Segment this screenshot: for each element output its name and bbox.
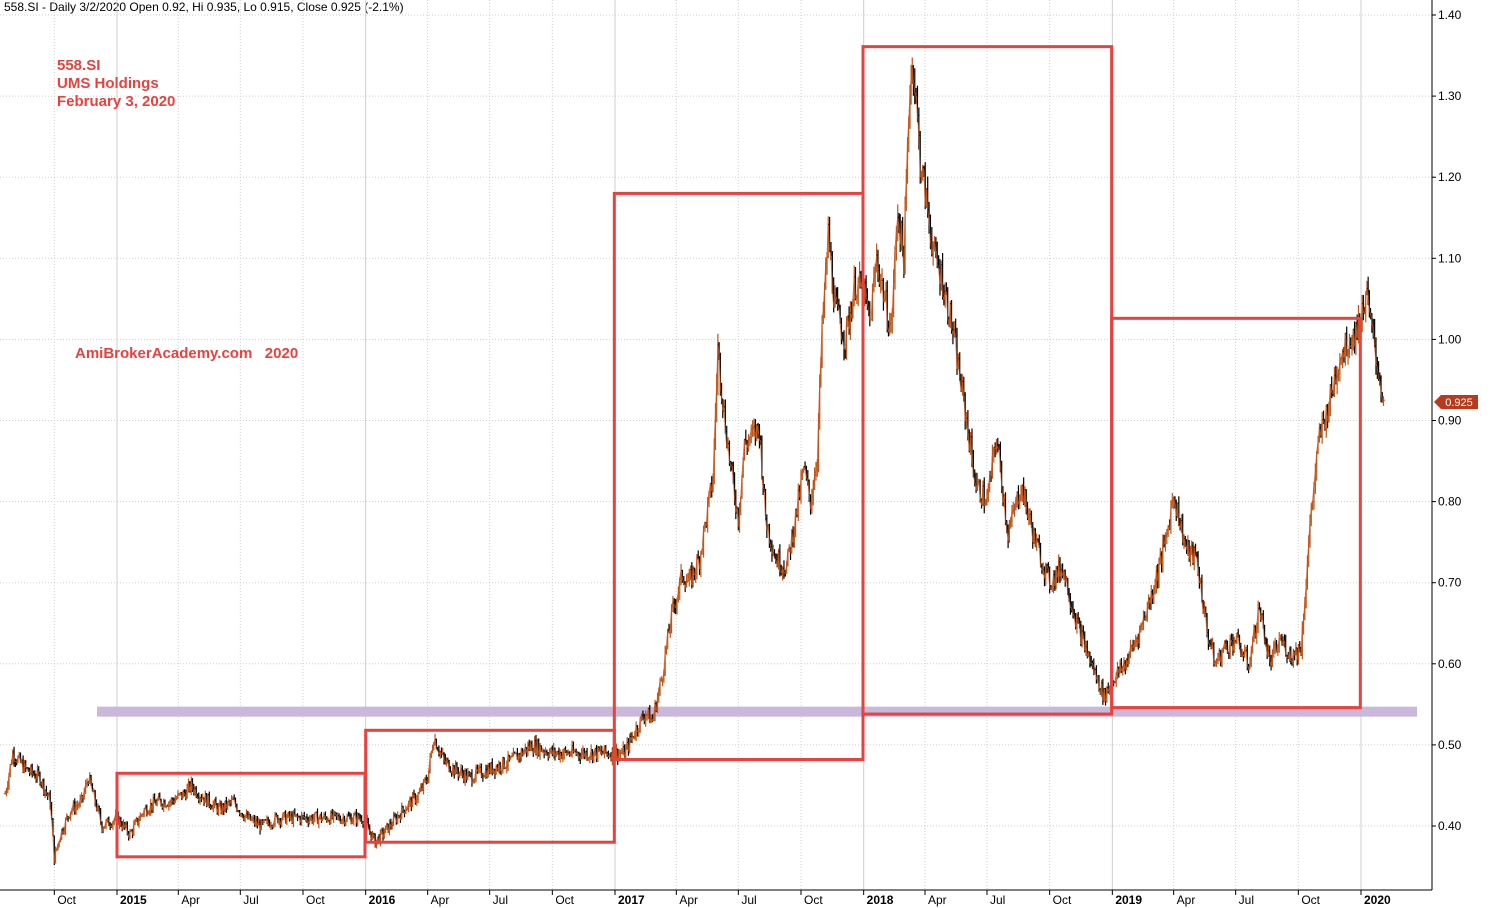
y-tick-label: 0.80 [1438, 495, 1462, 509]
x-tick-label: Apr [431, 893, 450, 907]
range-box [1110, 316, 1362, 710]
last-price-tag-text: 0.925 [1445, 397, 1473, 409]
x-tick-label: Apr [928, 893, 947, 907]
x-tick-label: Oct [1301, 893, 1320, 907]
y-tick-label: 0.70 [1438, 576, 1462, 590]
company-annotation: UMS Holdings [57, 75, 159, 92]
x-tick-label: Oct [555, 893, 574, 907]
y-tick-label: 1.30 [1438, 89, 1462, 103]
y-tick-label: 1.20 [1438, 170, 1462, 184]
support-band [97, 706, 1417, 717]
y-tick-label: 0.40 [1438, 819, 1462, 833]
x-tick-label: Oct [804, 893, 823, 907]
close-line [4, 66, 1384, 863]
support-level-band [97, 706, 1417, 717]
x-tick-label: 2016 [369, 893, 396, 907]
x-tick-label: 2019 [1115, 893, 1142, 907]
x-tick-label: Oct [57, 893, 76, 907]
y-tick-label: 0.60 [1438, 657, 1462, 671]
x-tick-label: 2017 [618, 893, 645, 907]
y-tick-label: 1.10 [1438, 251, 1462, 265]
date-annotation: February 3, 2020 [57, 93, 176, 110]
x-tick-label: Jul [741, 893, 756, 907]
x-tick-label: Apr [1177, 893, 1196, 907]
x-tick-label: Jul [990, 893, 1005, 907]
y-tick-label: 1.40 [1438, 8, 1462, 22]
y-tick-label: 1.00 [1438, 332, 1462, 346]
watermark-annotation: AmiBrokerAcademy.com 2020 [75, 345, 299, 362]
last-price-tag: 0.925 [1434, 395, 1478, 409]
x-tick-label: Jul [1239, 893, 1254, 907]
y-tick-labels: 1.40 1.30 1.20 1.10 1.00 0.90 0.80 0.70 0.60 0.50… [1432, 8, 1462, 833]
x-tick-label: Apr [181, 893, 200, 907]
x-tick-label: Apr [679, 893, 698, 907]
x-tick-label: Oct [1053, 893, 1072, 907]
y-tick-label: 0.90 [1438, 414, 1462, 428]
x-tick-labels: Oct 2015 Apr Jul Oct 2016 Apr Jul Oct 2017 Apr Jul O… [53, 890, 1391, 907]
x-tick-label: 2020 [1364, 893, 1391, 907]
x-tick-label: 2015 [120, 893, 147, 907]
symbol-annotation: 558.SI [57, 57, 101, 74]
x-tick-label: 2018 [867, 893, 894, 907]
x-tick-label: Oct [306, 893, 325, 907]
price-series [3, 57, 1385, 866]
y-tick-label: 0.50 [1438, 738, 1462, 752]
x-tick-label: Jul [493, 893, 508, 907]
grid-lines [0, 0, 1432, 890]
chart-header: 558.SI - Daily 3/2/2020 Open 0.92, Hi 0.… [4, 0, 404, 14]
x-tick-label: Jul [243, 893, 258, 907]
